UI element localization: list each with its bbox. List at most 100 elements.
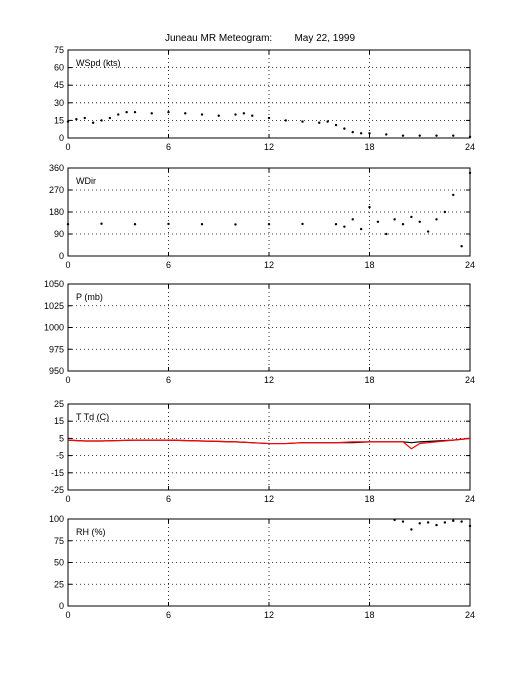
data-point <box>410 528 413 531</box>
data-point <box>385 232 388 236</box>
y-tick-label: 0 <box>59 601 64 611</box>
data-point <box>468 524 472 528</box>
x-tick-label: 24 <box>465 260 475 270</box>
x-tick-label: 24 <box>465 375 475 385</box>
data-point <box>418 220 421 223</box>
x-tick-label: 24 <box>465 142 475 152</box>
data-point <box>167 110 170 114</box>
data-point <box>284 119 287 122</box>
x-tick-label: 12 <box>264 142 274 152</box>
data-point <box>234 113 237 116</box>
data-point <box>460 520 463 523</box>
data-point <box>66 120 70 123</box>
y-tick-label: -25 <box>51 485 64 495</box>
y-tick-label: 360 <box>49 163 64 173</box>
data-point <box>343 225 346 228</box>
y-tick-label: 180 <box>49 207 64 217</box>
data-point <box>435 134 438 137</box>
x-tick-label: 0 <box>65 610 70 620</box>
y-tick-label: 1000 <box>44 323 64 333</box>
data-point <box>401 223 405 226</box>
data-point <box>359 132 363 135</box>
data-point <box>443 210 447 214</box>
data-point <box>418 522 421 525</box>
y-tick-label: 0 <box>59 133 64 143</box>
panel-label: RH (%) <box>76 527 106 537</box>
data-point <box>393 218 396 221</box>
data-point <box>318 121 321 124</box>
series-line-2 <box>67 437 471 450</box>
x-tick-label: 6 <box>166 610 171 620</box>
panel-label: T Td (C) <box>76 412 109 422</box>
data-point <box>108 116 112 120</box>
y-tick-label: 25 <box>54 399 64 409</box>
data-point <box>351 218 354 221</box>
data-point <box>184 112 187 115</box>
chart-panel-3: 0 6 12 18 24 950 975 1000 1025 1050 P (mb) <box>44 279 475 385</box>
data-point <box>401 520 405 523</box>
y-tick-label: 975 <box>49 344 64 354</box>
data-point <box>242 112 246 115</box>
data-point <box>351 130 354 134</box>
data-point <box>133 110 137 114</box>
data-point <box>368 205 371 209</box>
chart-panel-1: 0 6 12 18 24 0 15 30 45 60 75 WSpd (kts) <box>54 45 475 152</box>
y-tick-label: 0 <box>59 251 64 261</box>
y-tick-label: 90 <box>54 229 64 239</box>
y-tick-label: 270 <box>49 185 64 195</box>
data-point <box>468 135 472 139</box>
x-tick-label: 0 <box>65 260 70 270</box>
y-tick-label: 100 <box>49 514 64 524</box>
data-point <box>200 113 204 116</box>
data-point <box>66 223 70 226</box>
data-point <box>217 114 220 117</box>
data-point <box>385 133 388 136</box>
x-tick-label: 12 <box>264 494 274 504</box>
data-point <box>393 518 396 522</box>
x-tick-label: 12 <box>264 610 274 620</box>
y-tick-label: -15 <box>51 468 64 478</box>
x-tick-label: 18 <box>364 375 374 385</box>
x-tick-label: 24 <box>465 610 475 620</box>
y-tick-label: 75 <box>54 45 64 55</box>
figure-title: Juneau MR Meteogram: May 22, 1999 <box>0 33 520 44</box>
data-point <box>334 223 338 226</box>
x-tick-label: 18 <box>364 610 374 620</box>
data-point <box>359 227 363 231</box>
chart-panel-5: 0 6 12 18 24 0 25 50 75 100 RH (%) <box>49 514 475 620</box>
data-point <box>251 114 254 117</box>
data-point <box>426 230 430 233</box>
x-tick-label: 18 <box>364 494 374 504</box>
x-tick-label: 0 <box>65 142 70 152</box>
data-point <box>150 112 153 115</box>
data-point <box>91 121 95 124</box>
x-tick-label: 6 <box>166 494 171 504</box>
x-tick-label: 6 <box>166 142 171 152</box>
panel-label: WSpd (kts) <box>76 58 121 68</box>
x-tick-label: 12 <box>264 260 274 270</box>
data-point <box>301 222 304 226</box>
y-tick-label: 1050 <box>44 279 64 289</box>
panel-label: WDir <box>76 176 96 186</box>
data-point <box>125 110 128 114</box>
data-point <box>460 245 463 248</box>
data-point <box>368 132 371 135</box>
data-point <box>452 193 455 197</box>
y-tick-label: 950 <box>49 366 64 376</box>
y-tick-label: 45 <box>54 80 64 90</box>
chart-panel-4: 0 6 12 18 24 -25 -15 -5 5 15 25 T Td (C) <box>51 399 475 504</box>
data-point <box>468 171 472 175</box>
panel-label: P (mb) <box>76 292 103 302</box>
data-point <box>435 523 438 527</box>
data-point <box>100 222 103 225</box>
data-point <box>418 134 421 137</box>
x-tick-label: 0 <box>65 375 70 385</box>
data-point <box>133 223 137 226</box>
figure-date: May 22, 1999 <box>294 33 356 44</box>
data-point <box>75 118 78 121</box>
data-point <box>452 519 455 522</box>
x-tick-label: 0 <box>65 494 70 504</box>
data-point <box>410 215 413 219</box>
y-tick-label: 25 <box>54 579 64 589</box>
